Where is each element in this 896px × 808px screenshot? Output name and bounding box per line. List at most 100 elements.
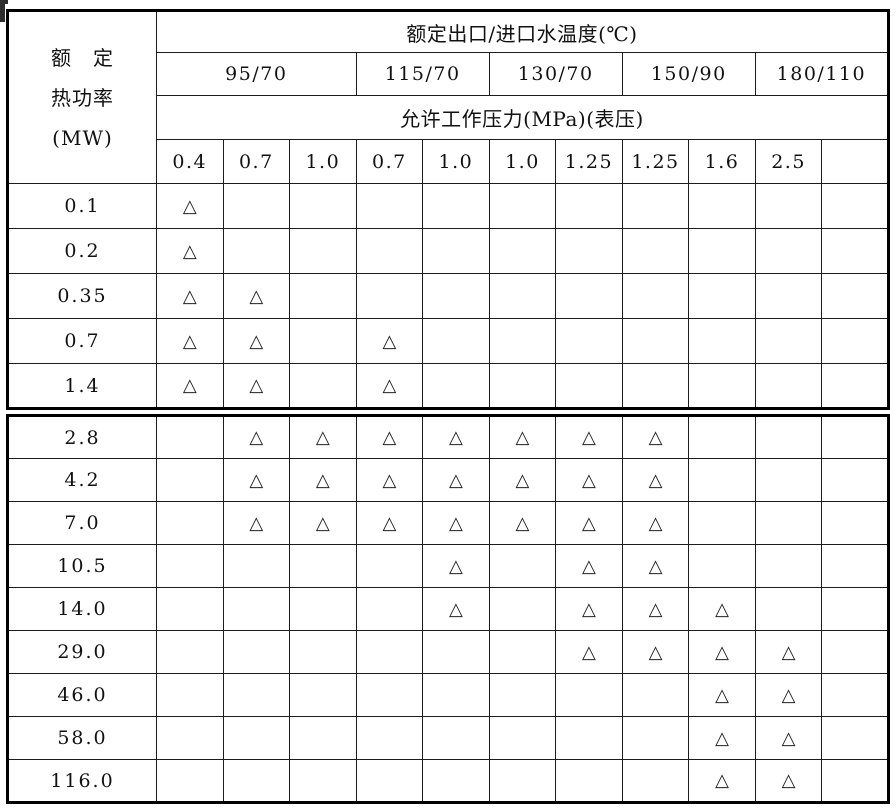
empty-cell <box>621 183 690 229</box>
empty-cell <box>156 415 224 459</box>
pressure-value: 2.5 <box>754 139 823 184</box>
power-value: 116.0 <box>7 759 157 803</box>
availability-mark: △ <box>621 458 690 502</box>
empty-cell <box>289 544 357 588</box>
pressure-value-empty <box>821 139 889 184</box>
empty-cell <box>754 273 823 319</box>
temp-pair-180-110: 180/110 <box>754 52 890 96</box>
empty-cell <box>355 673 424 717</box>
empty-cell <box>821 759 889 803</box>
availability-mark: △ <box>289 458 357 502</box>
empty-cell <box>289 318 357 364</box>
empty-cell <box>821 415 889 459</box>
empty-cell <box>555 183 623 229</box>
empty-cell <box>821 228 889 274</box>
empty-cell <box>621 716 690 760</box>
availability-mark: △ <box>555 630 623 674</box>
pressure-value: 0.4 <box>156 139 224 184</box>
power-row-10.5: 10.5 △ △ △ <box>7 544 889 588</box>
power-row-1.4: 1.4 △ △ △ <box>7 363 889 409</box>
availability-mark: △ <box>488 415 557 459</box>
power-value: 58.0 <box>7 716 157 760</box>
empty-cell <box>156 630 224 674</box>
upper-section-body: 额 定 热功率 (MW) 额定出口/进口水温度(℃) 95/70 115/70 13… <box>7 10 890 409</box>
power-row-14.0: 14.0 △ △ △ △ <box>7 587 889 631</box>
availability-mark: △ <box>422 544 490 588</box>
empty-cell <box>754 318 823 364</box>
temp-pair-150-90: 150/90 <box>621 52 756 96</box>
empty-cell <box>688 501 756 545</box>
availability-mark: △ <box>355 458 424 502</box>
pressure-value: 1.25 <box>555 139 623 184</box>
empty-cell <box>156 716 224 760</box>
empty-cell <box>422 716 490 760</box>
empty-cell <box>355 228 424 274</box>
availability-mark: △ <box>156 363 224 409</box>
empty-cell <box>222 673 291 717</box>
empty-cell <box>156 673 224 717</box>
empty-cell <box>422 228 490 274</box>
availability-mark: △ <box>222 273 291 319</box>
empty-cell <box>289 587 357 631</box>
availability-mark: △ <box>621 415 690 459</box>
pressure-value: 1.0 <box>289 139 357 184</box>
empty-cell <box>289 273 357 319</box>
availability-mark: △ <box>222 363 291 409</box>
empty-cell <box>488 673 557 717</box>
empty-cell <box>688 458 756 502</box>
power-row-0.2: 0.2 △ <box>7 228 889 274</box>
pressure-header-row: 允许工作压力(MPa)(表压) <box>8 95 889 140</box>
pressure-header-title: 允许工作压力(MPa)(表压) <box>156 95 889 140</box>
empty-cell <box>422 673 490 717</box>
empty-cell <box>754 415 823 459</box>
empty-cell <box>488 273 557 319</box>
empty-cell <box>821 458 889 502</box>
empty-cell <box>222 630 291 674</box>
temp-pair-130-70: 130/70 <box>488 52 623 96</box>
empty-cell <box>488 630 557 674</box>
availability-mark: △ <box>621 587 690 631</box>
availability-mark: △ <box>688 716 756 760</box>
empty-cell <box>754 544 823 588</box>
empty-cell <box>754 458 823 502</box>
power-header-line-1: 额 定 <box>51 45 114 70</box>
rated-power-table-upper-section: 额 定 热功率 (MW) 额定出口/进口水温度(℃) 95/70 115/70 13… <box>6 9 890 410</box>
empty-cell <box>621 273 690 319</box>
scan-artifact <box>0 0 4 14</box>
empty-cell <box>289 673 357 717</box>
availability-mark: △ <box>289 415 357 459</box>
temp-header-title: 额定出口/进口水温度(℃) <box>156 10 889 53</box>
empty-cell <box>422 630 490 674</box>
power-value: 1.4 <box>7 363 157 409</box>
empty-cell <box>156 587 224 631</box>
availability-mark: △ <box>621 501 690 545</box>
availability-mark: △ <box>488 501 557 545</box>
empty-cell <box>222 716 291 760</box>
power-row-0.35: 0.35 △ △ <box>7 273 889 319</box>
temp-groups-row: 95/70 115/70 130/70 150/90 180/110 <box>8 52 890 96</box>
empty-cell <box>289 630 357 674</box>
availability-mark: △ <box>621 630 690 674</box>
pressure-value: 0.7 <box>222 139 291 184</box>
availability-mark: △ <box>355 415 424 459</box>
empty-cell <box>555 363 623 409</box>
empty-cell <box>355 544 424 588</box>
empty-cell <box>156 759 224 803</box>
availability-mark: △ <box>422 587 490 631</box>
empty-cell <box>488 318 557 364</box>
empty-cell <box>222 228 291 274</box>
empty-cell <box>156 501 224 545</box>
power-header-line-3: (MW) <box>52 125 113 150</box>
availability-mark: △ <box>754 673 823 717</box>
availability-mark: △ <box>289 501 357 545</box>
empty-cell <box>222 587 291 631</box>
power-value: 0.1 <box>7 183 157 229</box>
availability-mark: △ <box>355 363 424 409</box>
empty-cell <box>488 363 557 409</box>
empty-cell <box>821 716 889 760</box>
power-row-46.0: 46.0 △ △ <box>7 673 889 717</box>
power-value: 10.5 <box>7 544 157 588</box>
empty-cell <box>821 587 889 631</box>
empty-cell <box>688 183 756 229</box>
empty-cell <box>621 228 690 274</box>
